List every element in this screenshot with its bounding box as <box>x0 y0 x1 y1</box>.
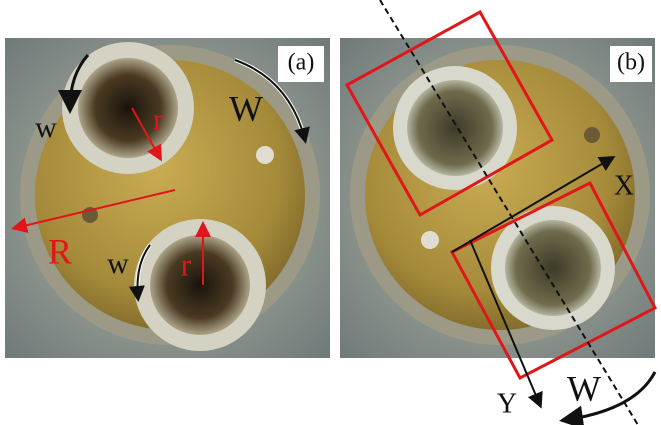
annotation: X <box>614 170 634 201</box>
annotation: r <box>181 246 192 282</box>
annotation: r <box>153 103 163 136</box>
annotation: w <box>107 247 129 280</box>
panel-label: (b) <box>617 50 645 76</box>
annotation: R <box>48 231 72 271</box>
panel-b-photo <box>340 38 655 358</box>
annotation: Y <box>497 388 517 419</box>
figure: (a) w W r R w r (b) X Y W <box>0 0 661 425</box>
annotation: w <box>35 111 57 144</box>
panel-label: (a) <box>288 50 315 76</box>
annotation: W <box>567 368 601 408</box>
annotation: W <box>229 88 263 128</box>
panel-a-photo <box>5 38 330 358</box>
